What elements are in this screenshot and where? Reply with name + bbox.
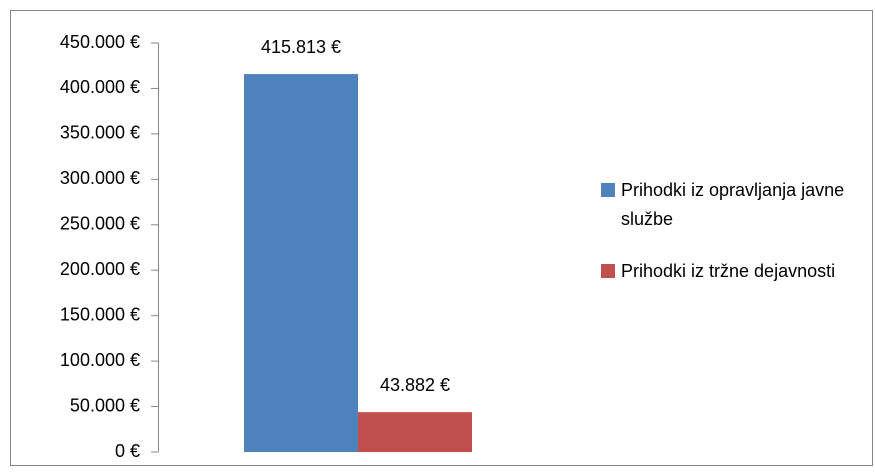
legend-label: Prihodki iz tržne dejavnosti [621,261,836,281]
y-tick-label: 300.000 € [60,168,140,188]
y-tick-label: 200.000 € [60,259,140,279]
y-tick-label: 350.000 € [60,123,140,143]
y-tick-label: 0 € [115,441,140,461]
chart-border [10,10,873,466]
legend-label: Prihodki iz opravljanja javne službe [621,180,845,229]
legend-item: Prihodki iz tržne dejavnosti [601,257,856,286]
legend-swatch [601,183,615,197]
bar [244,74,358,453]
data-label: 43.882 € [380,375,450,395]
legend-swatch [601,264,615,278]
y-tick-label: 400.000 € [60,77,140,97]
y-tick-label: 450.000 € [60,32,140,52]
legend-item: Prihodki iz opravljanja javne službe [601,176,856,234]
y-tick-label: 100.000 € [60,350,140,370]
y-tick-label: 250.000 € [60,214,140,234]
data-label: 415.813 € [261,37,341,57]
y-tick-label: 50.000 € [70,395,140,415]
y-tick-label: 150.000 € [60,304,140,324]
bar [358,412,472,452]
